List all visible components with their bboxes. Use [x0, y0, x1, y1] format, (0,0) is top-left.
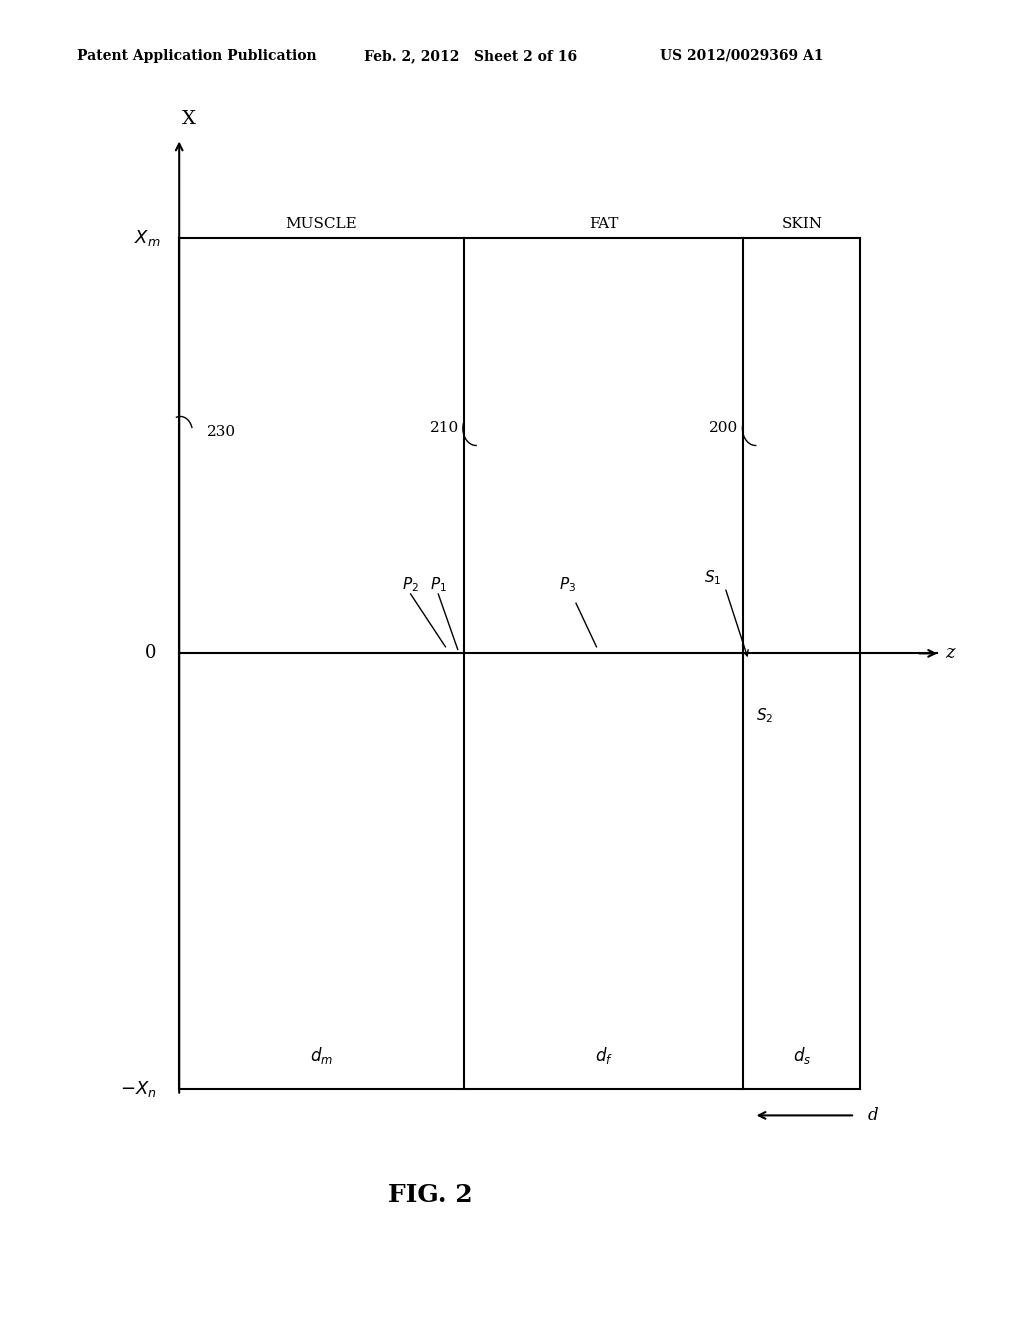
Text: 210: 210 [429, 421, 459, 436]
Text: $P_2$: $P_2$ [402, 576, 419, 594]
Text: X: X [182, 110, 197, 128]
Text: z: z [945, 644, 954, 663]
Text: FIG. 2: FIG. 2 [388, 1183, 472, 1206]
Text: US 2012/0029369 A1: US 2012/0029369 A1 [660, 49, 824, 63]
Text: $d_s$: $d_s$ [793, 1045, 811, 1067]
Text: SKIN: SKIN [781, 216, 822, 231]
Text: 0: 0 [145, 644, 157, 663]
Text: FAT: FAT [589, 216, 618, 231]
Text: 200: 200 [709, 421, 738, 436]
Text: $P_3$: $P_3$ [559, 576, 577, 594]
Text: $d_m$: $d_m$ [310, 1045, 333, 1067]
Text: $d_f$: $d_f$ [595, 1045, 612, 1067]
Text: $P_1$: $P_1$ [430, 576, 446, 594]
Text: Feb. 2, 2012   Sheet 2 of 16: Feb. 2, 2012 Sheet 2 of 16 [364, 49, 577, 63]
Text: d: d [867, 1107, 878, 1123]
Text: 230: 230 [207, 425, 236, 440]
Text: $X_m$: $X_m$ [134, 227, 161, 248]
Text: Patent Application Publication: Patent Application Publication [77, 49, 316, 63]
Text: $S_2$: $S_2$ [756, 706, 773, 725]
Text: $-X_n$: $-X_n$ [120, 1078, 157, 1100]
Text: $S_1$: $S_1$ [705, 569, 721, 587]
Text: MUSCLE: MUSCLE [286, 216, 357, 231]
